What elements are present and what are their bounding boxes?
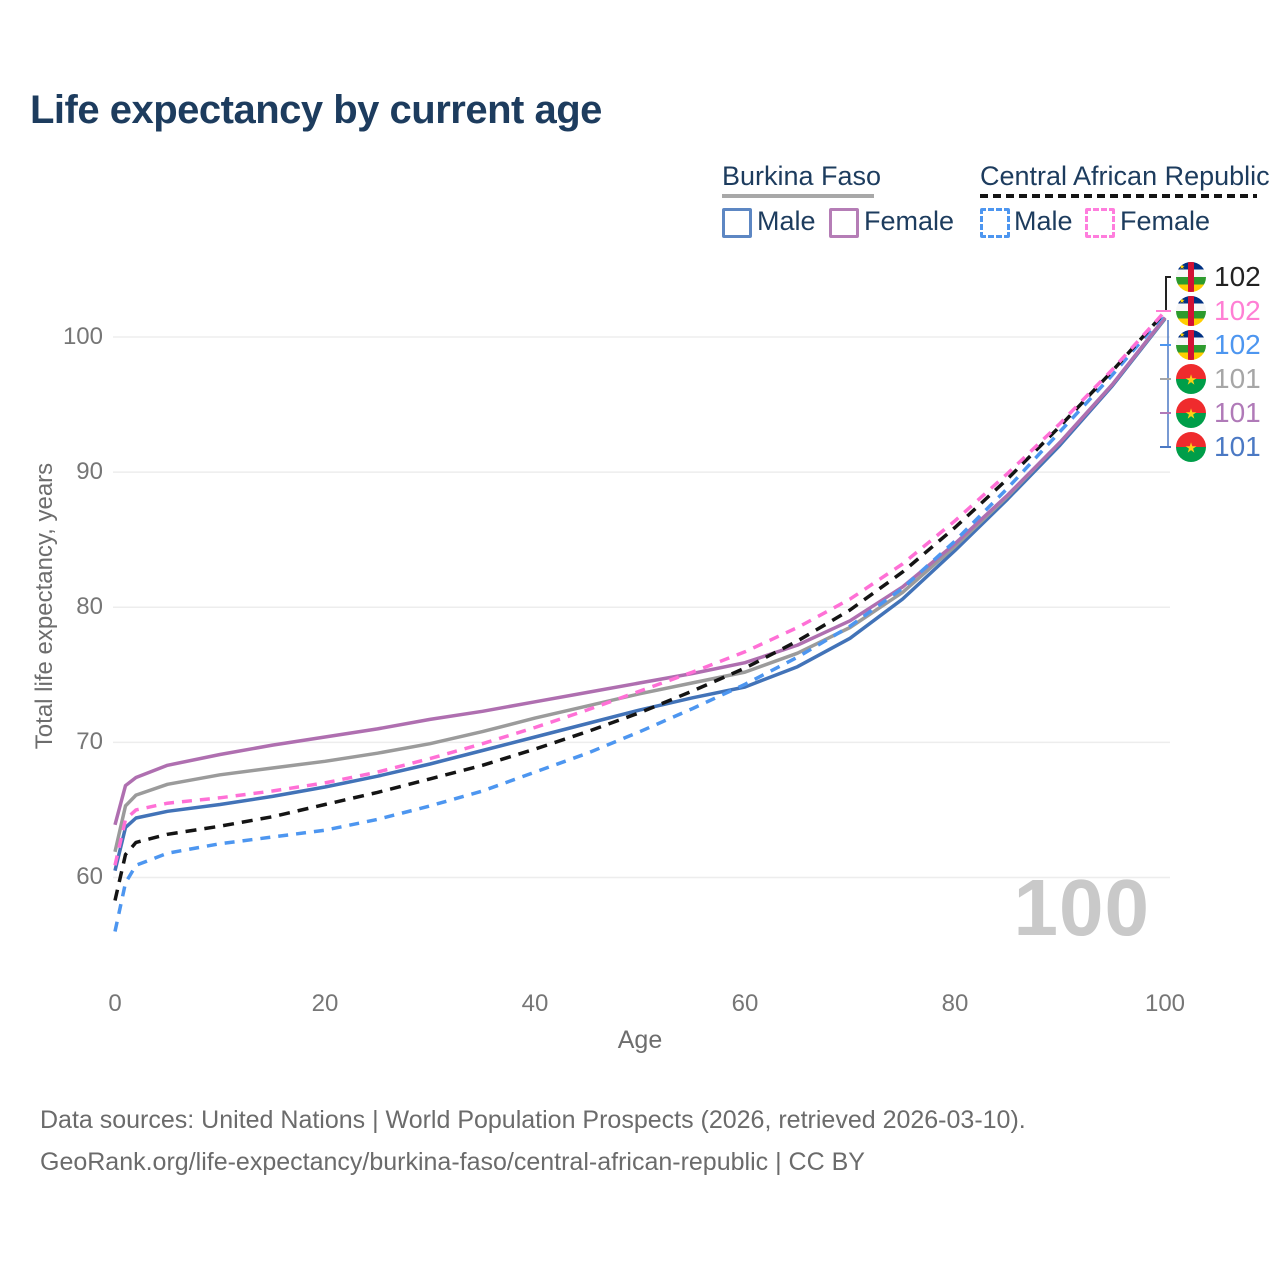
line-burkina-faso-female: [113, 316, 1167, 826]
legend-country-central-african-republic[interactable]: Central African Republic: [980, 161, 1270, 191]
legend-checkbox-car-female[interactable]: [1085, 208, 1115, 238]
legend-checkbox-car-male[interactable]: [980, 208, 1010, 238]
page-title: Life expectancy by current age: [30, 88, 602, 132]
x-tick-20: 20: [311, 990, 339, 1017]
end-label-row: ★ 102: [1176, 296, 1261, 326]
end-label-row: ★ 101: [1176, 364, 1261, 394]
legend-checkbox-bf-female[interactable]: [829, 208, 859, 238]
svg-text:★: ★: [1179, 297, 1185, 305]
end-value-car-male: 102: [1214, 329, 1261, 360]
y-tick-80: 80: [76, 593, 103, 620]
line-burkina-faso-total: [113, 317, 1167, 853]
end-label-row: ★ 102: [1176, 262, 1261, 292]
x-tick-0: 0: [108, 990, 122, 1017]
y-tick-90: 90: [76, 458, 103, 485]
flag-icon-burkina-faso: ★: [1176, 364, 1206, 394]
y-tick-100: 100: [62, 323, 103, 350]
data-sources-note: Data sources: United Nations | World Pop…: [40, 1106, 1026, 1134]
legend-country-burkina-faso[interactable]: Burkina Faso: [722, 161, 882, 191]
legend-linestyle-central-african-republic: [980, 194, 1257, 198]
legend-label-bf-female: Female: [864, 206, 955, 236]
end-label-row: ★ 102: [1176, 330, 1261, 360]
end-value-car-female: 102: [1214, 295, 1261, 326]
legend-group-burkina-faso: Burkina Faso: [722, 161, 881, 192]
legend-label-bf-male: Male: [757, 206, 816, 236]
x-axis-title: Age: [617, 1026, 663, 1054]
line-central-african-republic-female: [113, 310, 1167, 866]
legend-checkbox-bf-male[interactable]: [722, 208, 752, 238]
x-tick-100: 100: [1144, 990, 1186, 1017]
legend-linestyle-burkina-faso: [722, 194, 874, 198]
line-central-african-republic-male: [113, 312, 1167, 932]
legend-label-car-female: Female: [1120, 206, 1211, 236]
end-value-bf-total: 101: [1214, 363, 1261, 394]
svg-text:★: ★: [1185, 372, 1198, 388]
y-tick-70: 70: [76, 728, 103, 755]
x-tick-40: 40: [521, 990, 549, 1017]
line-central-african-republic-total: [113, 310, 1167, 901]
line-burkina-faso-male: [113, 317, 1167, 872]
svg-text:★: ★: [1185, 406, 1198, 422]
end-label-row: ★ 101: [1176, 432, 1261, 462]
legend-label-car-male: Male: [1014, 206, 1073, 236]
age-watermark: 100: [1013, 863, 1150, 952]
end-value-bf-female: 101: [1214, 397, 1261, 428]
flag-icon-central-african-republic: ★: [1176, 330, 1206, 360]
end-label-row: ★ 101: [1176, 398, 1261, 428]
legend-group-central-african-republic: Central African Republic: [980, 161, 1270, 192]
svg-text:★: ★: [1179, 331, 1185, 339]
svg-text:★: ★: [1185, 440, 1198, 456]
leader-car-total: [1165, 276, 1171, 310]
end-value-bf-male: 101: [1214, 431, 1261, 462]
flag-icon-burkina-faso: ★: [1176, 432, 1206, 462]
flag-icon-central-african-republic: ★: [1176, 296, 1206, 326]
y-tick-60: 60: [76, 863, 103, 890]
x-tick-60: 60: [731, 990, 759, 1017]
x-tick-80: 80: [941, 990, 969, 1017]
source-url[interactable]: GeoRank.org/life-expectancy/burkina-faso…: [40, 1148, 865, 1176]
svg-text:★: ★: [1179, 263, 1185, 271]
flag-icon-burkina-faso: ★: [1176, 398, 1206, 428]
flag-icon-central-african-republic: ★: [1176, 262, 1206, 292]
end-value-car-total: 102: [1214, 261, 1261, 292]
